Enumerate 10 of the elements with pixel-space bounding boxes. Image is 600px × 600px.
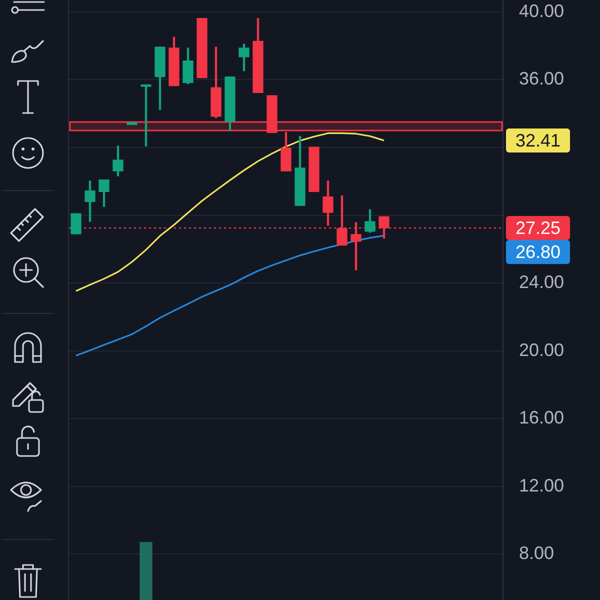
ref-line-label: 27.25 [515,218,561,238]
text: 26.80 [515,242,561,262]
y-tick-label: 16.00 [519,408,564,428]
y-tick-label: 20.00 [519,340,564,360]
y-tick-label: 8.00 [519,543,554,564]
y-tick-label: 12.00 [519,475,564,496]
y-tick-label: 40.00 [519,0,564,21]
y-tick-label: 24.00 [519,272,564,292]
text: 32.41 [515,130,561,150]
y-tick-label: 36.00 [519,68,564,89]
